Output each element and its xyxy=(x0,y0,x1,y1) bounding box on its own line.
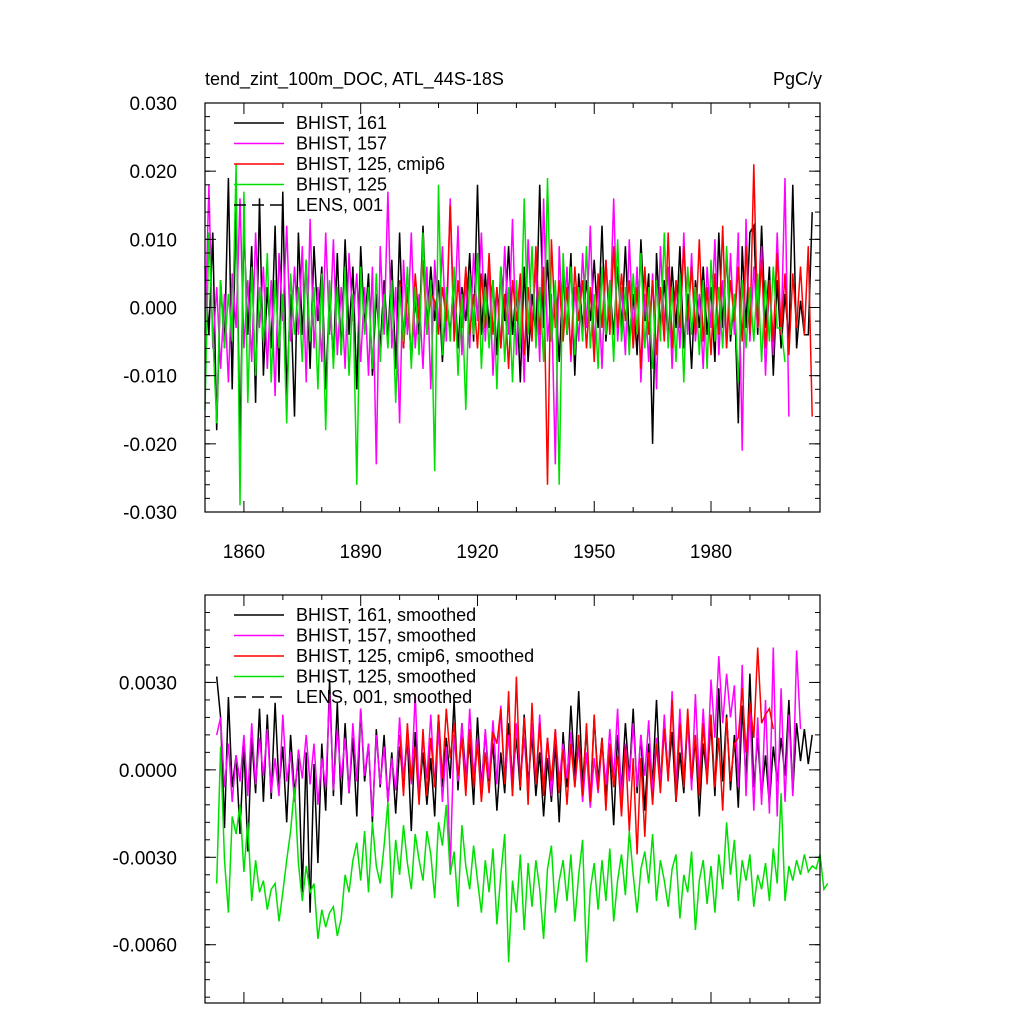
top-y-tick-label: 0.020 xyxy=(129,162,177,183)
bottom-series-bhist-125-smoothed xyxy=(215,746,829,963)
top-legend-label: BHIST, 161 xyxy=(296,113,387,133)
top-x-tick-label: 1950 xyxy=(573,542,615,563)
top-legend-label: BHIST, 125 xyxy=(296,175,387,195)
bottom-legend-label: BHIST, 157, smoothed xyxy=(296,626,476,646)
bottom-legend-label: LENS, 001, smoothed xyxy=(296,687,472,707)
bottom-plot-frame xyxy=(204,594,821,1004)
top-x-axis: 1860 1890 1920 1950 1980 xyxy=(204,103,790,563)
bottom-x-axis xyxy=(204,595,790,1003)
top-y-tick-label: 0.030 xyxy=(129,94,177,115)
bottom-y-tick-label: -0.0060 xyxy=(113,936,177,957)
top-x-tick-label: 1920 xyxy=(456,542,498,563)
bottom-legend-label: BHIST, 161, smoothed xyxy=(296,605,476,625)
top-x-tick-label: 1980 xyxy=(690,542,732,563)
top-y-tick-label: -0.030 xyxy=(123,503,177,524)
top-x-tick-label: 1860 xyxy=(223,542,265,563)
top-series-group xyxy=(204,164,813,506)
bottom-legend-label: BHIST, 125, smoothed xyxy=(296,667,476,687)
top-y-tick-label: 0.010 xyxy=(129,230,177,251)
bottom-y-tick-label: 0.0000 xyxy=(119,761,177,782)
top-y-tick-label: -0.020 xyxy=(123,435,177,456)
top-legend-label: LENS, 001 xyxy=(296,195,383,215)
top-title: tend_zint_100m_DOC, ATL_44S-18S xyxy=(205,69,504,90)
top-legend-label: BHIST, 157 xyxy=(296,134,387,154)
top-series-bhist-125 xyxy=(204,164,786,506)
bottom-legend-label: BHIST, 125, cmip6, smoothed xyxy=(296,646,534,666)
top-x-tick-label: 1890 xyxy=(340,542,382,563)
bottom-panel: 0.0030 0.0000 -0.0030 -0.0060 BHIST, 161, s… xyxy=(113,594,829,1004)
top-units: PgC/y xyxy=(773,69,822,89)
top-y-tick-label: -0.010 xyxy=(123,367,177,388)
bottom-series-bhist-125-cmip6-smoothed xyxy=(398,647,775,855)
top-y-axis: 0.030 0.020 0.010 0.000 -0.010 -0.020 -0.030 xyxy=(123,94,820,524)
bottom-series-bhist-157-smoothed xyxy=(215,647,802,869)
top-legend-label: BHIST, 125, cmip6 xyxy=(296,154,445,174)
top-y-tick-label: 0.000 xyxy=(129,299,177,320)
bottom-y-tick-label: 0.0030 xyxy=(119,673,177,694)
top-panel: tend_zint_100m_DOC, ATL_44S-18S PgC/y 0.… xyxy=(123,69,822,563)
bottom-y-axis: 0.0030 0.0000 -0.0030 -0.0060 xyxy=(113,594,820,998)
bottom-y-tick-label: -0.0030 xyxy=(113,848,177,869)
bottom-series-group xyxy=(215,647,829,963)
